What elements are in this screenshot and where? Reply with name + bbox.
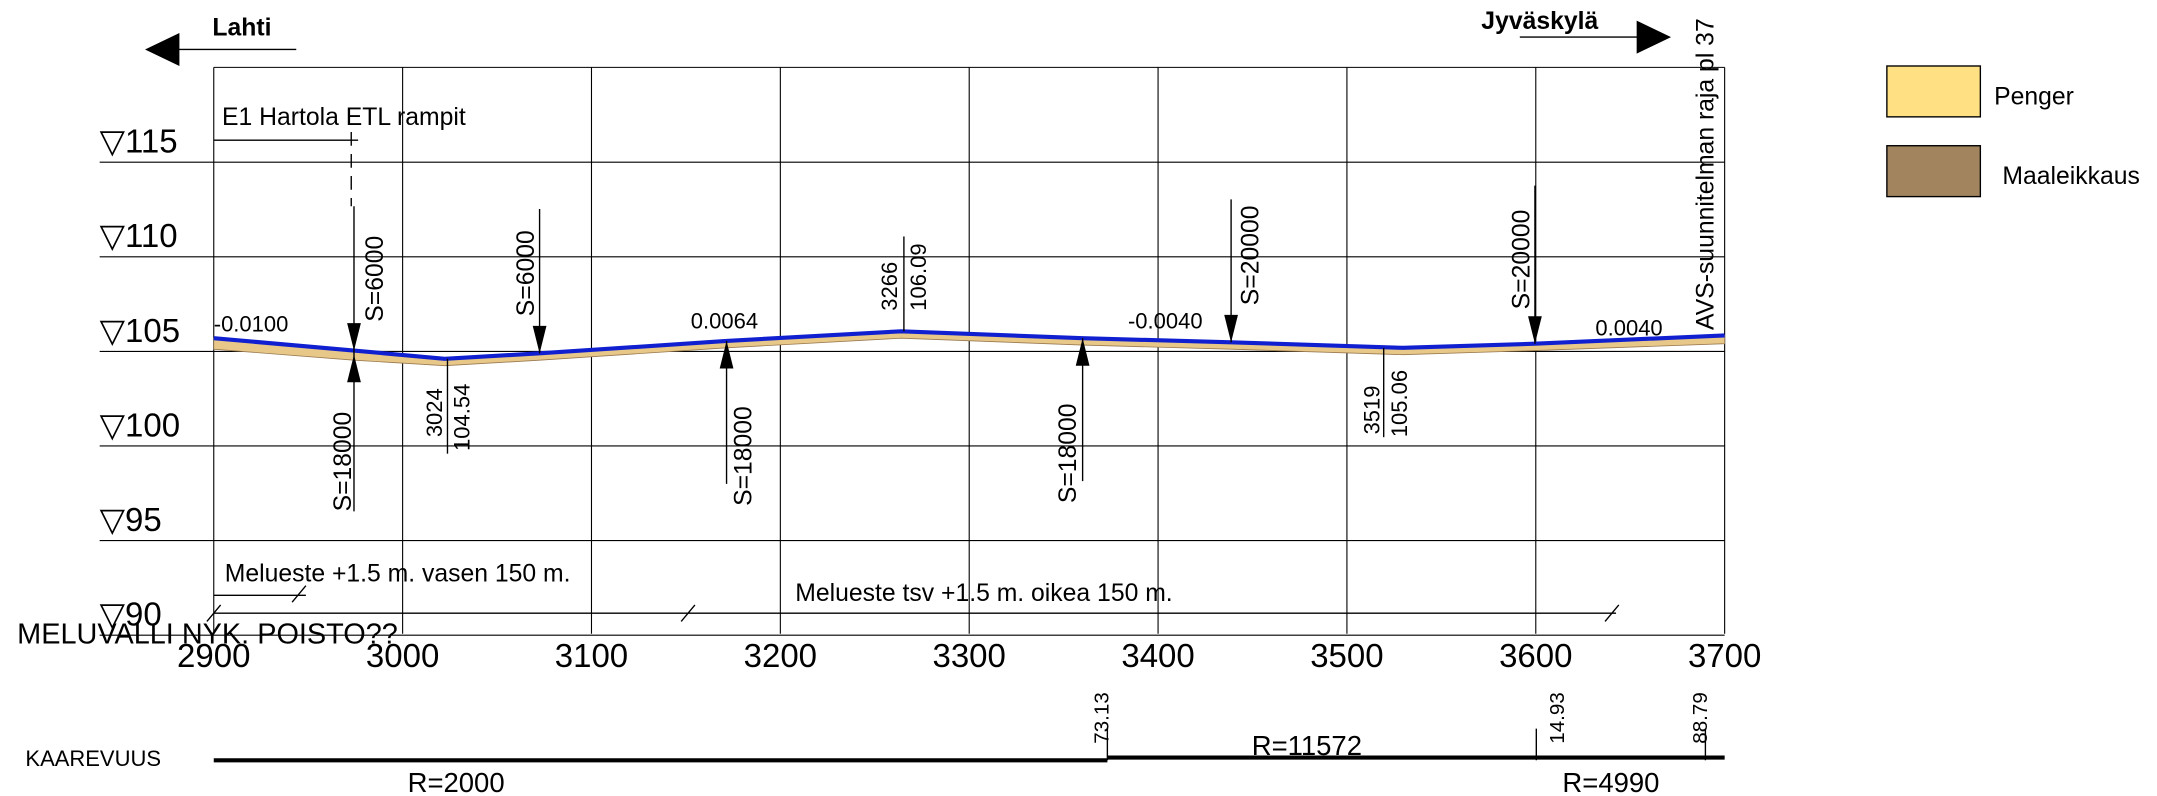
arrow-head xyxy=(347,323,361,351)
direction-left: Lahti xyxy=(212,15,271,42)
curve-label: S=20000 xyxy=(1238,205,1265,305)
direction-right: Jyväskylä xyxy=(1481,8,1598,35)
arrow-head xyxy=(532,325,547,354)
curve-label: S=6000 xyxy=(513,230,540,316)
station-label: 3200 xyxy=(744,637,817,674)
point-elevation: 106.09 xyxy=(906,243,931,310)
arrow-head xyxy=(1224,314,1238,343)
noise-barrier-label: Melueste +1.5 m. vasen 150 m. xyxy=(225,561,571,588)
elevation-label: ▽110 xyxy=(100,217,178,254)
right-arrow-head xyxy=(1636,20,1672,54)
ramp-label: E1 Hartola ETL rampit xyxy=(222,104,466,131)
elevation-label: ▽95 xyxy=(100,501,162,538)
noise-wall-note: MELUVALLI NYK. POISTO?? xyxy=(17,618,398,650)
boundary-label: AVS-suunnitelman raja pl 37 xyxy=(1693,18,1720,330)
curve-length: 88.79 xyxy=(1689,692,1712,744)
noise-barrier-tick xyxy=(1604,604,1620,622)
curve-label: S=18000 xyxy=(1055,403,1082,503)
station-label: 3600 xyxy=(1499,637,1572,674)
station-label: 2900 xyxy=(177,637,250,674)
curve-label: S=18000 xyxy=(330,412,357,512)
curve-arrows xyxy=(347,314,1542,383)
elevation-label: ▽115 xyxy=(100,123,178,160)
curve-radius: R=11572 xyxy=(1252,730,1362,761)
curve-label: S=18000 xyxy=(730,406,757,506)
arrow-head xyxy=(1528,316,1542,344)
point-station: 3519 xyxy=(1360,386,1385,435)
left-arrow-head xyxy=(145,32,180,66)
station-label: 3400 xyxy=(1121,637,1194,674)
station-label: 3500 xyxy=(1310,637,1383,674)
point-elevation: 105.06 xyxy=(1387,370,1412,437)
station-label: 3100 xyxy=(555,637,628,674)
curve-length: 73.13 xyxy=(1091,692,1114,744)
curve-radius: R=4990 xyxy=(1562,767,1659,796)
legend-label: Maaleikkaus xyxy=(2002,163,2139,190)
grade-label: -0.0040 xyxy=(1128,309,1203,334)
curve-radius: R=2000 xyxy=(408,767,505,796)
legend-swatch-maaleikkaus xyxy=(1886,145,1982,198)
curve-length: 14.93 xyxy=(1546,692,1569,744)
legend-label: Penger xyxy=(1994,83,2074,110)
grade-label: -0.0100 xyxy=(214,311,289,336)
elevation-label: ▽105 xyxy=(100,312,180,349)
profile-line xyxy=(213,329,1725,361)
grade-label: 0.0064 xyxy=(691,309,758,334)
noise-barrier-tick xyxy=(680,604,696,622)
noise-barrier-tick xyxy=(206,604,222,622)
arrow-head xyxy=(719,340,734,369)
noise-barrier-tick xyxy=(291,585,307,603)
grade-label: 0.0040 xyxy=(1595,315,1662,340)
station-label: 3700 xyxy=(1688,637,1761,674)
point-station: 3024 xyxy=(422,388,447,437)
noise-barrier-label: Melueste tsv +1.5 m. oikea 150 m. xyxy=(795,580,1172,607)
arrow-head xyxy=(1075,338,1090,366)
elevation-label: ▽90 xyxy=(100,596,162,633)
station-label: 3300 xyxy=(933,637,1006,674)
point-elevation: 104.54 xyxy=(449,384,474,451)
curvature-title: KAAREVUUS xyxy=(25,746,161,771)
curve-label: S=6000 xyxy=(362,236,389,322)
arrow-head xyxy=(347,354,361,383)
station-label: 3000 xyxy=(366,637,439,674)
point-station: 3266 xyxy=(877,262,902,311)
elevation-label: ▽100 xyxy=(100,406,180,443)
curve-label: S=20000 xyxy=(1508,210,1535,310)
legend-swatch-penger xyxy=(1886,65,1982,118)
